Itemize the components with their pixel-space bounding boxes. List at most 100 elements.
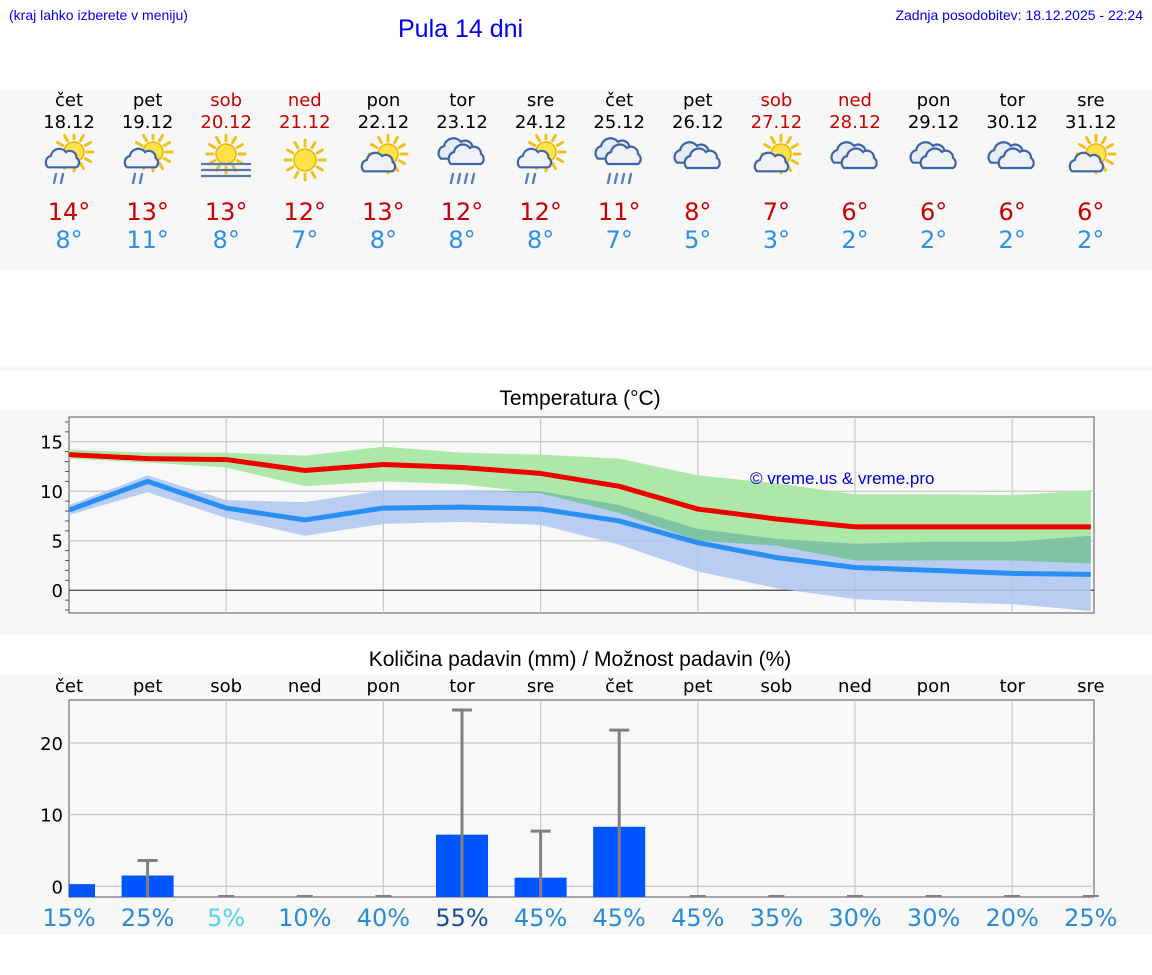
day-name: sre xyxy=(526,90,555,111)
min-temperature: 3° xyxy=(762,226,791,254)
day-date: 23.12 xyxy=(436,112,488,133)
separator xyxy=(0,366,1152,371)
partly-sunny-rain-icon xyxy=(516,134,567,185)
partly-sunny-rain-icon xyxy=(123,134,174,185)
y-tick-label: 20 xyxy=(40,734,63,755)
max-range-band xyxy=(69,446,1091,564)
forecast-band xyxy=(0,90,1152,270)
day-name: tor xyxy=(449,90,475,111)
min-temperature: 11° xyxy=(126,226,169,254)
min-temperature: 8° xyxy=(448,226,476,254)
day-column: čet 25.12 11° 7° xyxy=(574,90,664,260)
day-name: tor xyxy=(999,90,1025,111)
partly-sunny-icon xyxy=(754,134,802,175)
min-temperature: 8° xyxy=(526,226,555,254)
precipitation-chance: 25% xyxy=(1064,904,1118,932)
y-tick-label: 5 xyxy=(52,532,63,553)
partly-sunny-rain-icon xyxy=(44,134,95,185)
max-temperature: 6° xyxy=(1077,198,1105,226)
day-column: ned 28.12 6° 2° xyxy=(810,90,900,260)
day-date: 24.12 xyxy=(514,112,567,133)
day-date: 20.12 xyxy=(200,112,252,133)
cloud-rain-icon xyxy=(594,137,642,185)
max-temperature: 13° xyxy=(362,198,405,226)
precipitation-chart-title: Količina padavin (mm) / Možnost padavin … xyxy=(368,648,792,671)
day-column: tor 23.12 12° 8° xyxy=(417,90,507,260)
day-name: sob xyxy=(760,90,793,111)
min-temperature: 2° xyxy=(998,226,1026,254)
day-date: 22.12 xyxy=(357,112,410,133)
sun-icon xyxy=(283,138,327,182)
max-temperature: 12° xyxy=(440,198,484,226)
day-name: sob xyxy=(210,90,243,111)
day-column: čet 18.12 14° 8° xyxy=(24,90,114,260)
day-column: sob 20.12 13° 8° xyxy=(181,90,271,260)
day-date: 29.12 xyxy=(907,112,960,133)
partly-sunny-icon xyxy=(361,134,409,175)
precipitation-chance: 5% xyxy=(207,904,246,932)
day-column: sre 24.12 12° 8° xyxy=(496,90,586,260)
min-temperature: 8° xyxy=(55,226,83,254)
min-temperature: 8° xyxy=(369,226,398,254)
cloud-icon xyxy=(987,141,1035,170)
max-temperature: 6° xyxy=(998,198,1026,226)
day-column: pon 29.12 6° 2° xyxy=(889,90,979,260)
min-temperature: 7° xyxy=(291,226,319,254)
cloud-icon xyxy=(673,141,721,170)
x-day-label: čet xyxy=(605,676,633,697)
day-column: pet 26.12 8° 5° xyxy=(653,90,743,260)
precipitation-chance: 20% xyxy=(985,904,1039,932)
day-name: pon xyxy=(916,90,951,111)
day-name: ned xyxy=(838,90,872,111)
y-tick-label: 0 xyxy=(52,877,63,898)
day-name: ned xyxy=(287,90,322,111)
cloud-icon xyxy=(830,141,878,170)
cloud-icon xyxy=(909,141,957,170)
location-hint: (kraj lahko izberete v meniju) xyxy=(9,7,188,23)
precipitation-chance: 10% xyxy=(278,904,332,932)
min-range-band xyxy=(69,475,1091,612)
x-day-label: sob xyxy=(210,676,242,697)
y-tick-label: 10 xyxy=(40,806,63,827)
precipitation-chance: 30% xyxy=(906,904,961,932)
sun-fog-icon xyxy=(201,134,252,178)
max-temperature: 6° xyxy=(919,198,948,226)
x-day-label: sre xyxy=(527,676,554,697)
x-day-label: sre xyxy=(1077,676,1104,697)
precipitation-chance: 15% xyxy=(42,904,96,932)
day-name: čet xyxy=(605,90,634,111)
day-column: pet 19.12 13° 11° xyxy=(103,90,193,260)
day-column: tor 30.12 6° 2° xyxy=(967,90,1057,260)
x-day-label: čet xyxy=(55,676,83,697)
precipitation-chance: 45% xyxy=(592,904,646,932)
temperature-chart-title: Temperatura (°C) xyxy=(499,387,661,410)
x-day-label: pet xyxy=(683,676,713,697)
plot-area xyxy=(68,699,1095,898)
min-temperature: 8° xyxy=(212,226,240,254)
min-temperature: 7° xyxy=(605,226,633,254)
min-temperature: 2° xyxy=(919,226,948,254)
x-day-label: pon xyxy=(366,676,400,697)
max-temperature: 12° xyxy=(283,198,327,226)
day-name: pet xyxy=(132,90,163,111)
min-temperature: 2° xyxy=(841,226,869,254)
precipitation-chance: 45% xyxy=(671,904,725,932)
x-day-label: pon xyxy=(917,676,951,697)
day-column: sre 31.12 6° 2° xyxy=(1046,90,1136,260)
day-name: pon xyxy=(366,90,401,111)
precipitation-chance: 55% xyxy=(435,904,489,932)
max-temperature-line xyxy=(68,452,1091,530)
precipitation-chance: 35% xyxy=(749,904,804,932)
y-tick-label: 10 xyxy=(40,482,63,503)
day-date: 21.12 xyxy=(279,112,331,133)
page-title: Pula 14 dni xyxy=(398,15,524,43)
x-day-label: ned xyxy=(288,676,322,697)
precipitation-bar xyxy=(69,884,95,897)
x-day-label: tor xyxy=(999,676,1025,697)
max-temperature: 11° xyxy=(597,198,641,226)
day-column: sob 27.12 7° 3° xyxy=(731,90,821,260)
max-temperature: 7° xyxy=(762,198,791,226)
day-name: sre xyxy=(1077,90,1105,111)
day-date: 19.12 xyxy=(121,112,174,133)
